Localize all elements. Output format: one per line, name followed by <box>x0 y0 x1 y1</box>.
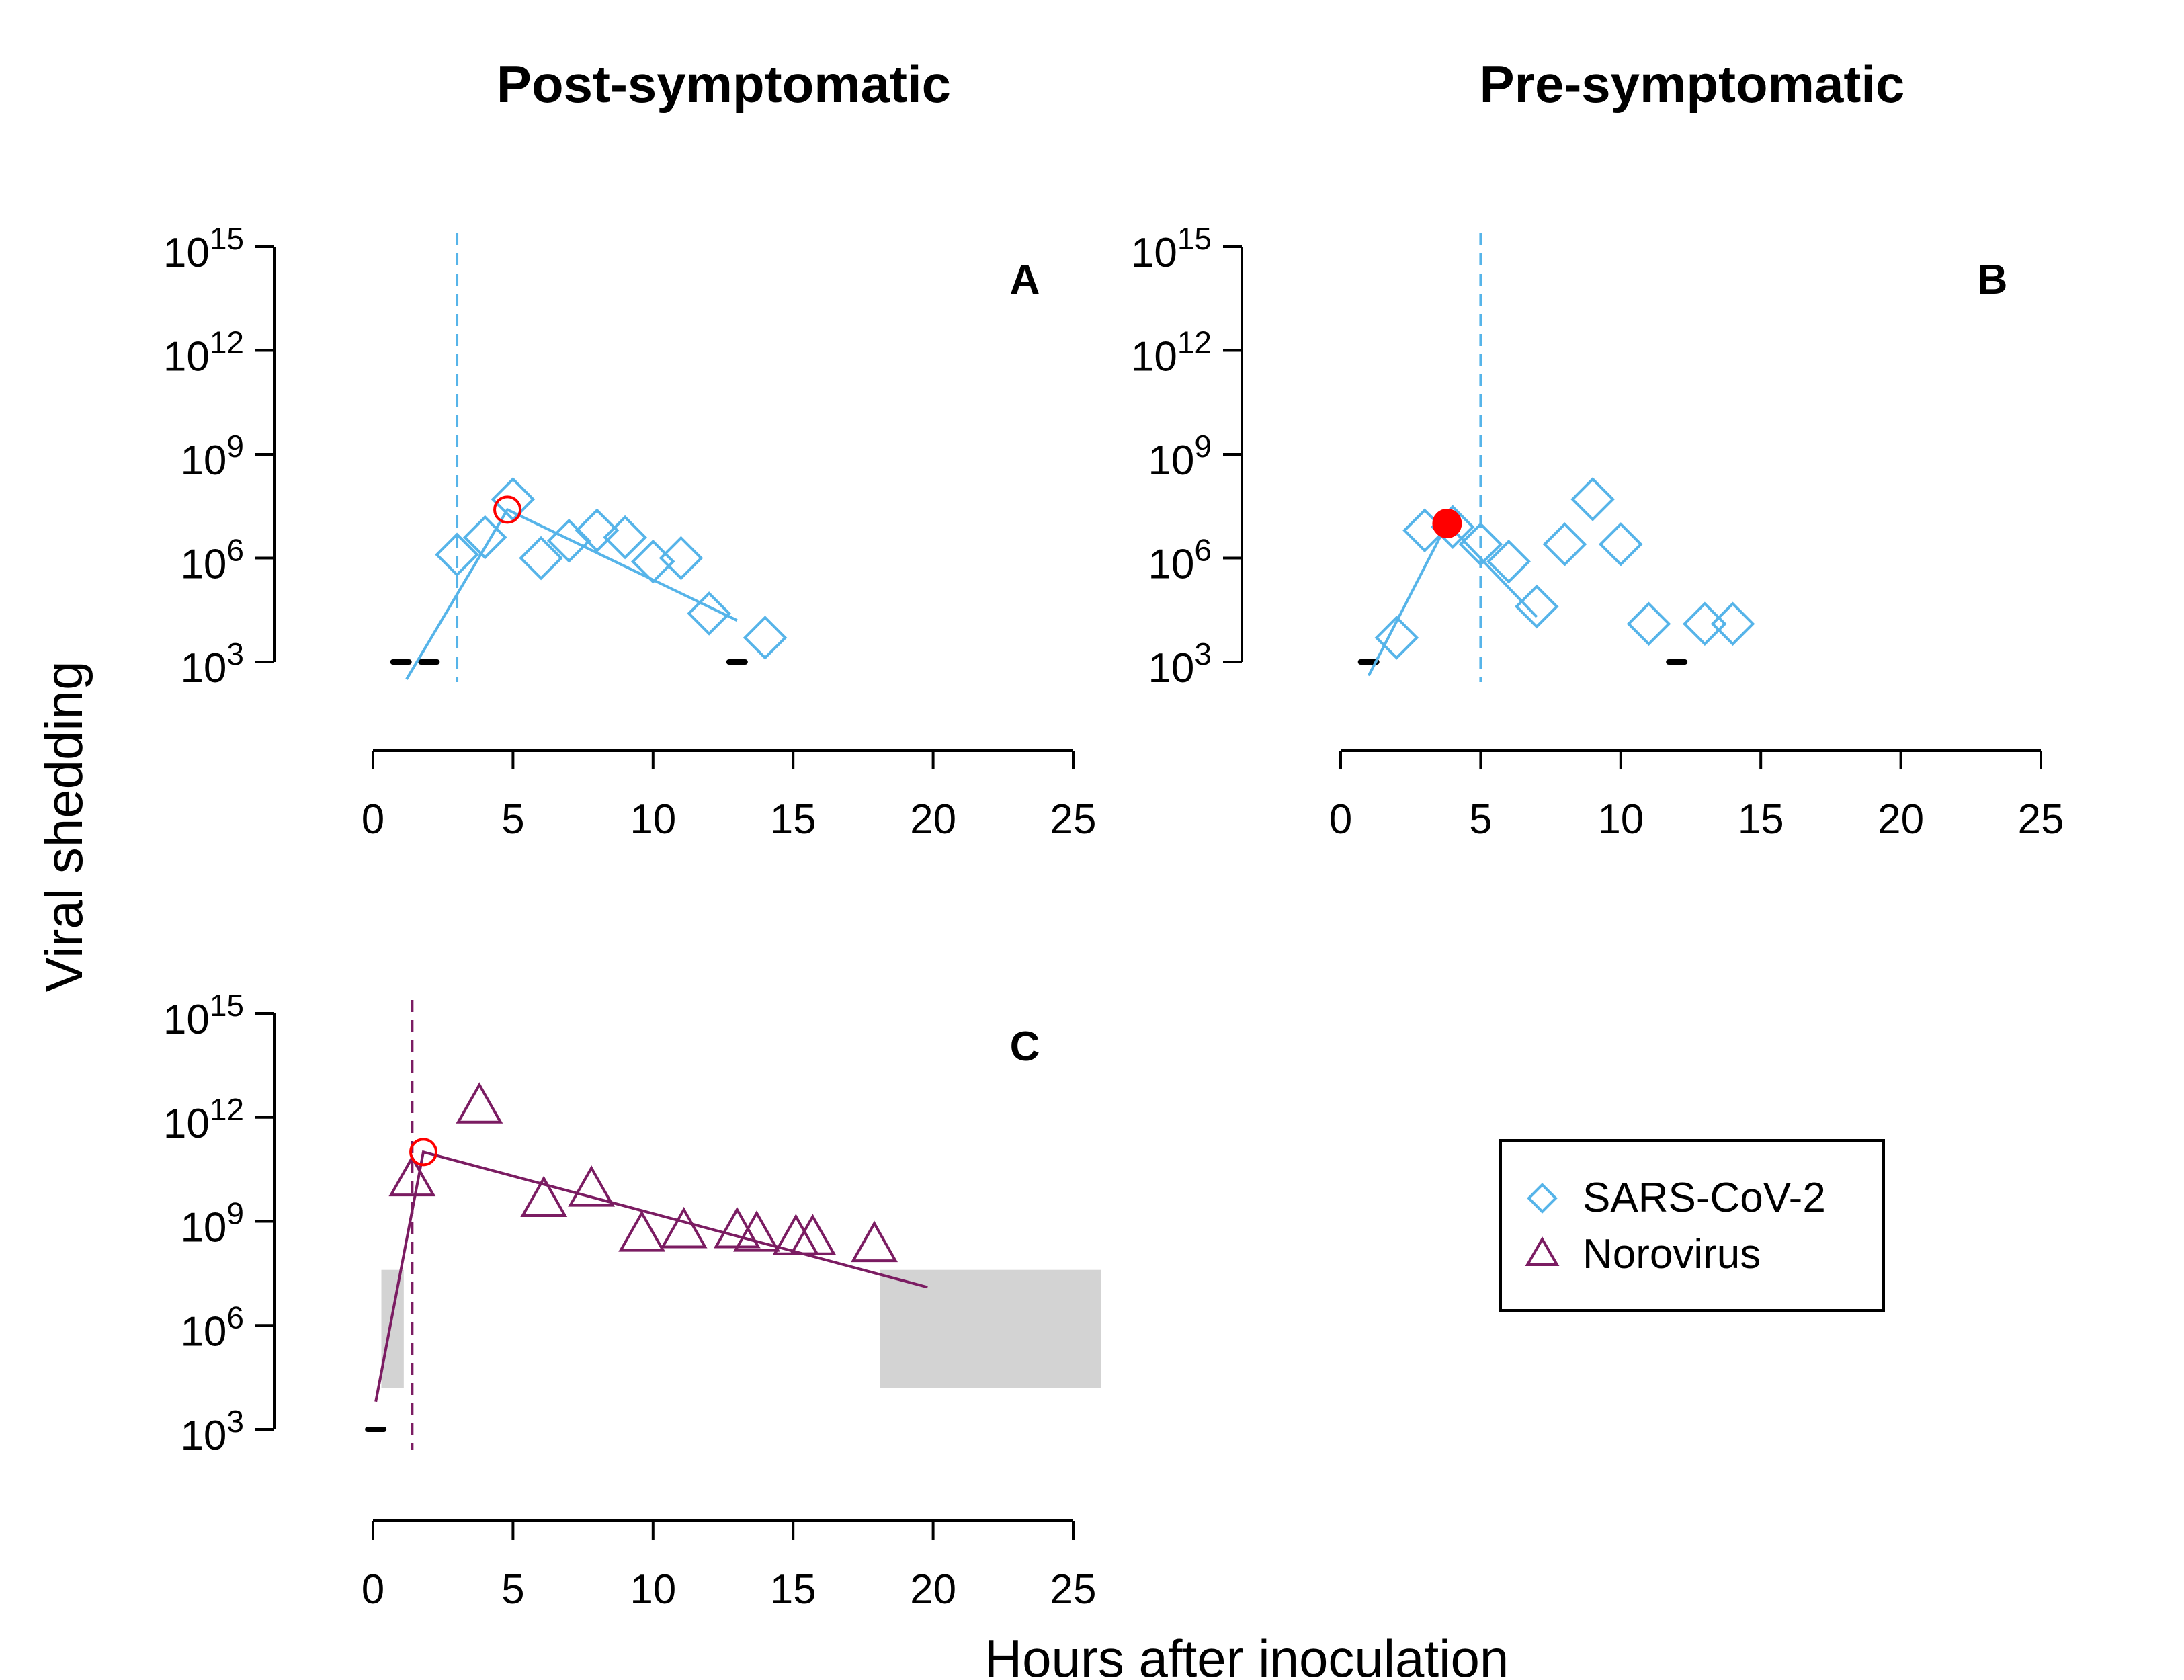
x-tick-label: 5 <box>501 796 524 843</box>
data-point-diamond <box>491 477 536 521</box>
y-tick-label: 109 <box>1148 429 1212 484</box>
x-tick-label: 5 <box>501 1566 524 1613</box>
data-point-triangle <box>520 1175 568 1218</box>
data-point-triangle <box>568 1165 616 1207</box>
y-tick-label: 1012 <box>163 325 244 380</box>
x-tick-label: 20 <box>910 796 956 843</box>
panel-a-title: Post-symptomatic <box>497 54 951 114</box>
fit-line <box>374 1150 928 1402</box>
y-tick-label: 103 <box>180 1404 244 1459</box>
y-tick-label: 1012 <box>163 1092 244 1147</box>
peak-marker <box>409 1138 438 1167</box>
data-point-diamond <box>630 539 675 584</box>
data-point-triangle <box>733 1210 780 1252</box>
legend-triangle-icon <box>1525 1236 1560 1266</box>
data-point-diamond <box>743 616 788 660</box>
legend: SARS-CoV-2 Norovirus <box>1499 1139 1885 1312</box>
data-point-diamond <box>1514 584 1559 629</box>
x-tick-label: 15 <box>770 796 816 843</box>
data-point-diamond <box>435 532 479 577</box>
y-tick-label: 106 <box>1148 533 1212 588</box>
x-tick-label: 20 <box>910 1566 956 1613</box>
shaded-region-0 <box>381 1269 404 1388</box>
data-point-diamond <box>575 508 620 553</box>
data-point-triangle <box>789 1214 837 1255</box>
x-tick-label: 0 <box>1329 796 1352 843</box>
y-tick-label: 1015 <box>163 221 244 276</box>
legend-norovirus-marker <box>1525 1236 1560 1266</box>
y-tick-label: 109 <box>180 1196 244 1251</box>
data-point-diamond <box>687 591 731 636</box>
data-point-triangle <box>618 1210 666 1252</box>
data-point-diamond <box>1458 522 1503 566</box>
data-point-diamond <box>603 515 647 560</box>
y-tick-label: 1012 <box>1131 325 1212 380</box>
panel-letter: A <box>1010 257 1040 303</box>
x-tick-label: 5 <box>1469 796 1492 843</box>
data-point-diamond <box>1486 539 1531 584</box>
legend-diamond-icon <box>1527 1183 1558 1214</box>
y-tick-label: 1015 <box>1131 221 1212 276</box>
x-tick-label: 15 <box>770 1566 816 1613</box>
shared-y-axis-label: Viral shedding <box>34 661 93 993</box>
data-point-diamond <box>1542 522 1587 566</box>
data-point-diamond <box>659 536 704 581</box>
data-point-diamond <box>1710 601 1755 646</box>
panel-letter: B <box>1978 257 2008 303</box>
data-point-diamond <box>1570 477 1615 521</box>
x-tick-label: 10 <box>1597 796 1644 843</box>
y-tick-label: 103 <box>1148 636 1212 691</box>
data-point-diamond <box>519 536 563 581</box>
x-tick-label: 0 <box>362 1566 384 1613</box>
legend-sars-label: SARS-CoV-2 <box>1583 1175 1826 1221</box>
y-tick-label: 103 <box>180 636 244 691</box>
x-tick-label: 25 <box>1050 1566 1097 1613</box>
data-point-triangle <box>660 1206 708 1249</box>
legend-norovirus-label: Norovirus <box>1583 1231 1761 1277</box>
panel-letter: C <box>1010 1023 1040 1070</box>
data-point-triangle <box>851 1220 898 1263</box>
legend-sars-marker <box>1527 1183 1558 1214</box>
data-point-triangle <box>388 1154 436 1197</box>
y-tick-label: 1015 <box>163 988 244 1043</box>
legend-box <box>1499 1139 1885 1312</box>
data-point-diamond <box>1626 601 1671 646</box>
x-tick-label: 10 <box>630 796 676 843</box>
data-point-diamond <box>1374 616 1419 660</box>
peak-marker <box>1432 509 1462 538</box>
y-tick-label: 109 <box>180 429 244 484</box>
x-tick-label: 10 <box>630 1566 676 1613</box>
data-point-diamond <box>546 518 591 563</box>
y-tick-label: 106 <box>180 1300 244 1355</box>
shared-x-axis-label: Hours after inoculation <box>984 1629 1509 1680</box>
panel-b-title: Pre-symptomatic <box>1480 54 1905 114</box>
y-tick-label: 106 <box>180 533 244 588</box>
shaded-region-1 <box>880 1269 1101 1388</box>
x-tick-label: 25 <box>2018 796 2064 843</box>
x-tick-label: 15 <box>1738 796 1784 843</box>
data-point-triangle <box>456 1082 503 1124</box>
data-point-diamond <box>462 515 507 560</box>
x-tick-label: 25 <box>1050 796 1097 843</box>
x-tick-label: 20 <box>1878 796 1924 843</box>
fit-line <box>405 507 738 680</box>
x-tick-label: 0 <box>362 796 384 843</box>
data-point-diamond <box>1598 522 1643 566</box>
peak-marker <box>493 495 522 524</box>
